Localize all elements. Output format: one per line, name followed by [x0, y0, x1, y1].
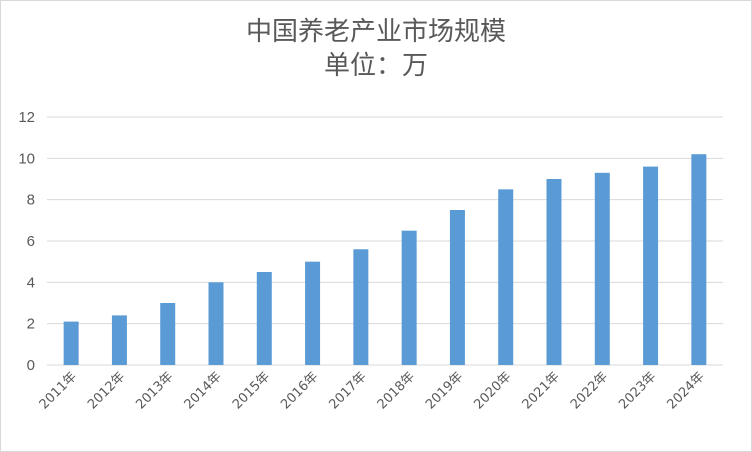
x-tick-label: 2022年 [568, 369, 611, 412]
y-tick-label: 8 [27, 192, 35, 209]
x-tick-label: 2011年 [37, 369, 80, 412]
bar-2019年 [449, 210, 465, 365]
y-tick-label: 6 [27, 233, 35, 250]
bar-2021年 [546, 179, 562, 365]
x-tick-label: 2020年 [471, 369, 514, 412]
y-tick-label: 4 [27, 274, 35, 291]
x-tick-label: 2018年 [375, 369, 418, 412]
bar-2024年 [691, 154, 707, 365]
y-tick-label: 0 [27, 357, 35, 374]
x-axis-ticks: 2011年 2012年 2013年 2014年 2015年 2016年 2017年 2018年… [37, 369, 708, 412]
bar-2022年 [594, 172, 610, 365]
bar-2016年 [305, 261, 321, 365]
y-axis-ticks: 0 2 4 6 8 10 12 [18, 109, 35, 374]
bar-2015年 [256, 272, 272, 365]
y-tick-label: 10 [18, 150, 35, 167]
bars [63, 154, 707, 365]
x-tick-label: 2012年 [85, 369, 128, 412]
x-tick-label: 2019年 [423, 369, 466, 412]
chart-subtitle: 单位：万 [323, 51, 428, 81]
x-tick-label: 2015年 [230, 369, 273, 412]
chart-title-block: 中国养老产业市场规模 单位：万 [1, 15, 751, 83]
x-tick-label: 2024年 [664, 369, 707, 412]
x-tick-label: 2016年 [278, 369, 321, 412]
x-tick-label: 2014年 [182, 369, 225, 412]
gridlines [47, 116, 723, 366]
x-tick-label: 2023年 [616, 369, 659, 412]
x-tick-label: 2013年 [133, 369, 176, 412]
y-tick-label: 2 [27, 316, 35, 333]
y-tick-label: 12 [18, 109, 35, 126]
x-tick-label: 2021年 [520, 369, 563, 412]
x-tick-label: 2017年 [326, 369, 369, 412]
bar-2012年 [111, 315, 127, 365]
bar-2014年 [208, 282, 224, 365]
bar-2018年 [401, 230, 417, 365]
bar-2023年 [643, 166, 659, 365]
bar-2011年 [63, 321, 79, 365]
bar-2017年 [353, 249, 369, 365]
chart-title: 中国养老产业市场规模 [245, 17, 506, 47]
bar-2020年 [498, 189, 514, 365]
bar-2013年 [160, 303, 176, 365]
